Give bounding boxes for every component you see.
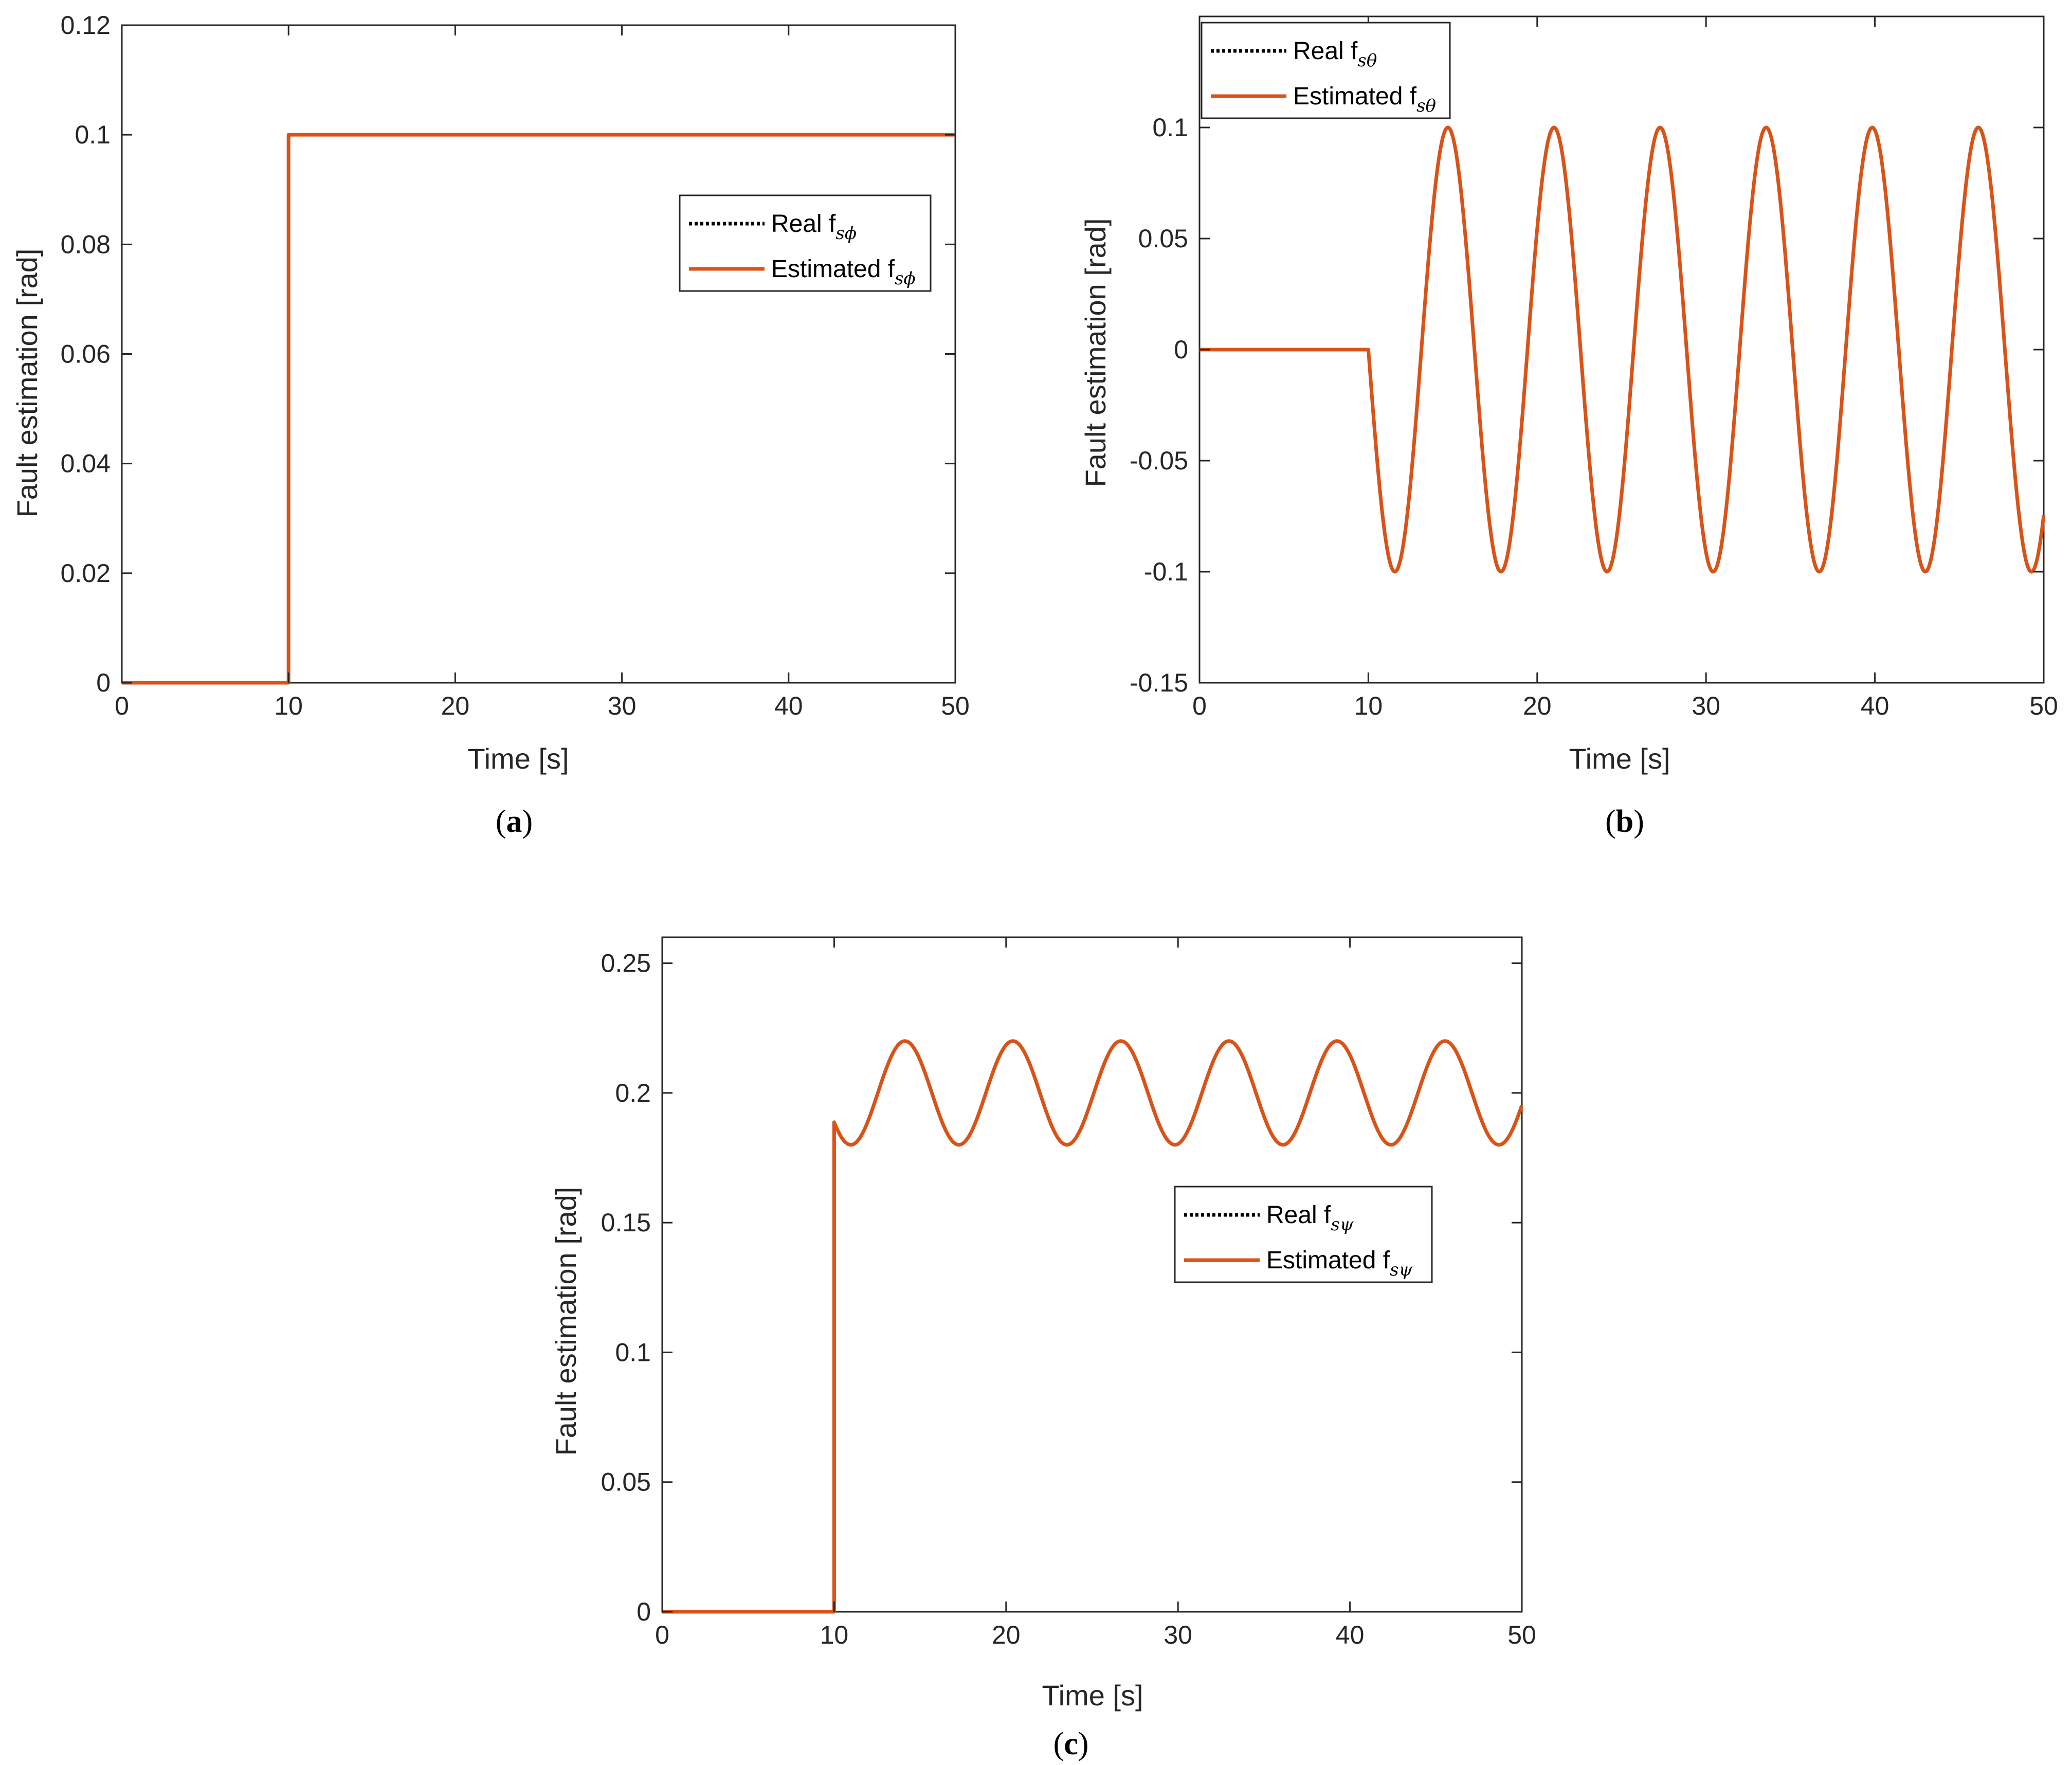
x-tick-label: 50	[1507, 1621, 1536, 1649]
chart-b-legend-box	[1201, 22, 1451, 119]
y-tick-label: 0.04	[61, 449, 111, 478]
y-tick-label: 0.06	[61, 340, 111, 369]
chart-b: 0 10 20 30 40 50 -0.15 -0.1 -0.05 0 0.05 0.1 Time […	[1079, 15, 2058, 839]
legend-entry-name: Estimated f	[1266, 1247, 1390, 1274]
y-tick-label: 0.05	[1138, 224, 1188, 253]
chart-c-axes	[661, 936, 1523, 1613]
x-tick-label: 30	[1692, 692, 1720, 720]
legend-entry-subscript: sψ	[1331, 1214, 1353, 1235]
x-tick-label: 20	[1523, 692, 1552, 720]
chart-a-series-estimated	[120, 133, 957, 685]
y-tick-label: 0.1	[75, 120, 111, 149]
x-tick-label: 40	[774, 692, 803, 720]
y-tick-label: 0.25	[601, 949, 651, 977]
chart-c-curves	[661, 1039, 1524, 1614]
chart-b-curves	[1198, 125, 2046, 574]
y-tick-label: 0.08	[61, 230, 111, 259]
chart-a-caption: (a)	[496, 804, 533, 839]
legend-entry-subscript: sθ	[1416, 96, 1436, 116]
chart-a: 0 10 20 30 40 50 0 0.02 0.04 0.06 0.08 0.1 0.12 Time…	[11, 11, 970, 839]
chart-c-series-estimated	[661, 1039, 1524, 1614]
x-tick-label: 50	[941, 692, 970, 720]
chart-b-caption-letter: b	[1616, 804, 1633, 839]
legend-entry-label: Real fsϕ	[771, 210, 857, 244]
x-tick-label: 30	[1164, 1621, 1192, 1649]
x-tick-label: 50	[2029, 692, 2058, 720]
chart-c-plot-box	[661, 936, 1523, 1613]
chart-c-caption: (c)	[1053, 1726, 1089, 1761]
x-tick-label: 40	[1861, 692, 1889, 720]
x-tick-label: 10	[1354, 692, 1383, 720]
legend-entry-subscript: sϕ	[895, 268, 916, 289]
chart-a-xlabel: Time [s]	[467, 742, 569, 775]
y-tick-label: 0.2	[615, 1079, 651, 1107]
x-tick-label: 10	[820, 1621, 849, 1649]
y-tick-label: 0.15	[601, 1208, 651, 1237]
legend-entry-label: Estimated fsψ	[1266, 1247, 1413, 1280]
legend-entry-label: Real fsθ	[1293, 38, 1377, 71]
chart-a-legend-box	[679, 194, 932, 292]
chart-a-caption-letter: a	[506, 804, 522, 839]
x-tick-label: 20	[992, 1621, 1021, 1649]
legend-entry-label: Estimated fsϕ	[771, 256, 916, 289]
y-tick-label: 0	[637, 1597, 651, 1626]
y-tick-label: -0.05	[1130, 446, 1188, 475]
chart-b-xlabel: Time [s]	[1569, 742, 1670, 775]
chart-c-ticks: 0 10 20 30 40 50 0 0.05 0.1 0.15 0.2 0.25	[601, 937, 1536, 1649]
x-tick-label: 20	[441, 692, 470, 720]
legend-entry-name: Real f	[771, 210, 836, 238]
y-tick-label: 0.02	[61, 559, 111, 588]
chart-a-ylabel: Fault estimation [rad]	[11, 249, 43, 518]
chart-b-caption: (b)	[1605, 804, 1644, 839]
y-tick-label: 0.1	[615, 1338, 651, 1367]
legend-entry-subscript: sψ	[1390, 1260, 1412, 1280]
x-tick-label: 0	[1192, 692, 1207, 720]
x-tick-label: 40	[1336, 1621, 1365, 1649]
y-tick-label: 0.12	[61, 11, 111, 40]
legend-entry-name: Estimated f	[771, 256, 895, 283]
x-tick-label: 10	[274, 692, 303, 720]
chart-c-legend-box	[1174, 1186, 1433, 1283]
x-tick-label: 0	[655, 1621, 669, 1649]
y-tick-label: 0	[1174, 335, 1188, 364]
y-tick-label: 0.1	[1152, 113, 1188, 142]
chart-b-series-estimated	[1198, 125, 2046, 574]
y-tick-label: 0	[96, 668, 111, 697]
y-tick-label: -0.1	[1144, 557, 1188, 586]
chart-c-ylabel: Fault estimation [rad]	[550, 1187, 582, 1456]
legend-entry-subscript: sϕ	[835, 223, 857, 244]
chart-c-xlabel: Time [s]	[1042, 1679, 1143, 1712]
chart-b-ylabel: Fault estimation [rad]	[1079, 219, 1112, 487]
chart-c-caption-letter: c	[1064, 1726, 1078, 1761]
legend-entry-subscript: sθ	[1357, 50, 1377, 71]
chart-a-curves	[120, 133, 957, 685]
legend-entry-name: Estimated f	[1293, 83, 1417, 110]
legend-entry-label: Real fsψ	[1266, 1202, 1354, 1235]
chart-a-ticks: 0 10 20 30 40 50 0 0.02 0.04 0.06 0.08 0.1 0.12	[61, 11, 970, 720]
legend-entry-label: Estimated fsθ	[1293, 83, 1436, 116]
x-tick-label: 0	[115, 692, 129, 720]
x-tick-label: 30	[608, 692, 637, 720]
y-tick-label: 0.05	[601, 1468, 651, 1497]
y-tick-label: -0.15	[1130, 668, 1188, 697]
legend-entry-name: Real f	[1293, 38, 1358, 65]
chart-b-ticks: 0 10 20 30 40 50 -0.15 -0.1 -0.05 0 0.05 0.1	[1130, 16, 2058, 720]
legend-entry-name: Real f	[1266, 1202, 1331, 1229]
